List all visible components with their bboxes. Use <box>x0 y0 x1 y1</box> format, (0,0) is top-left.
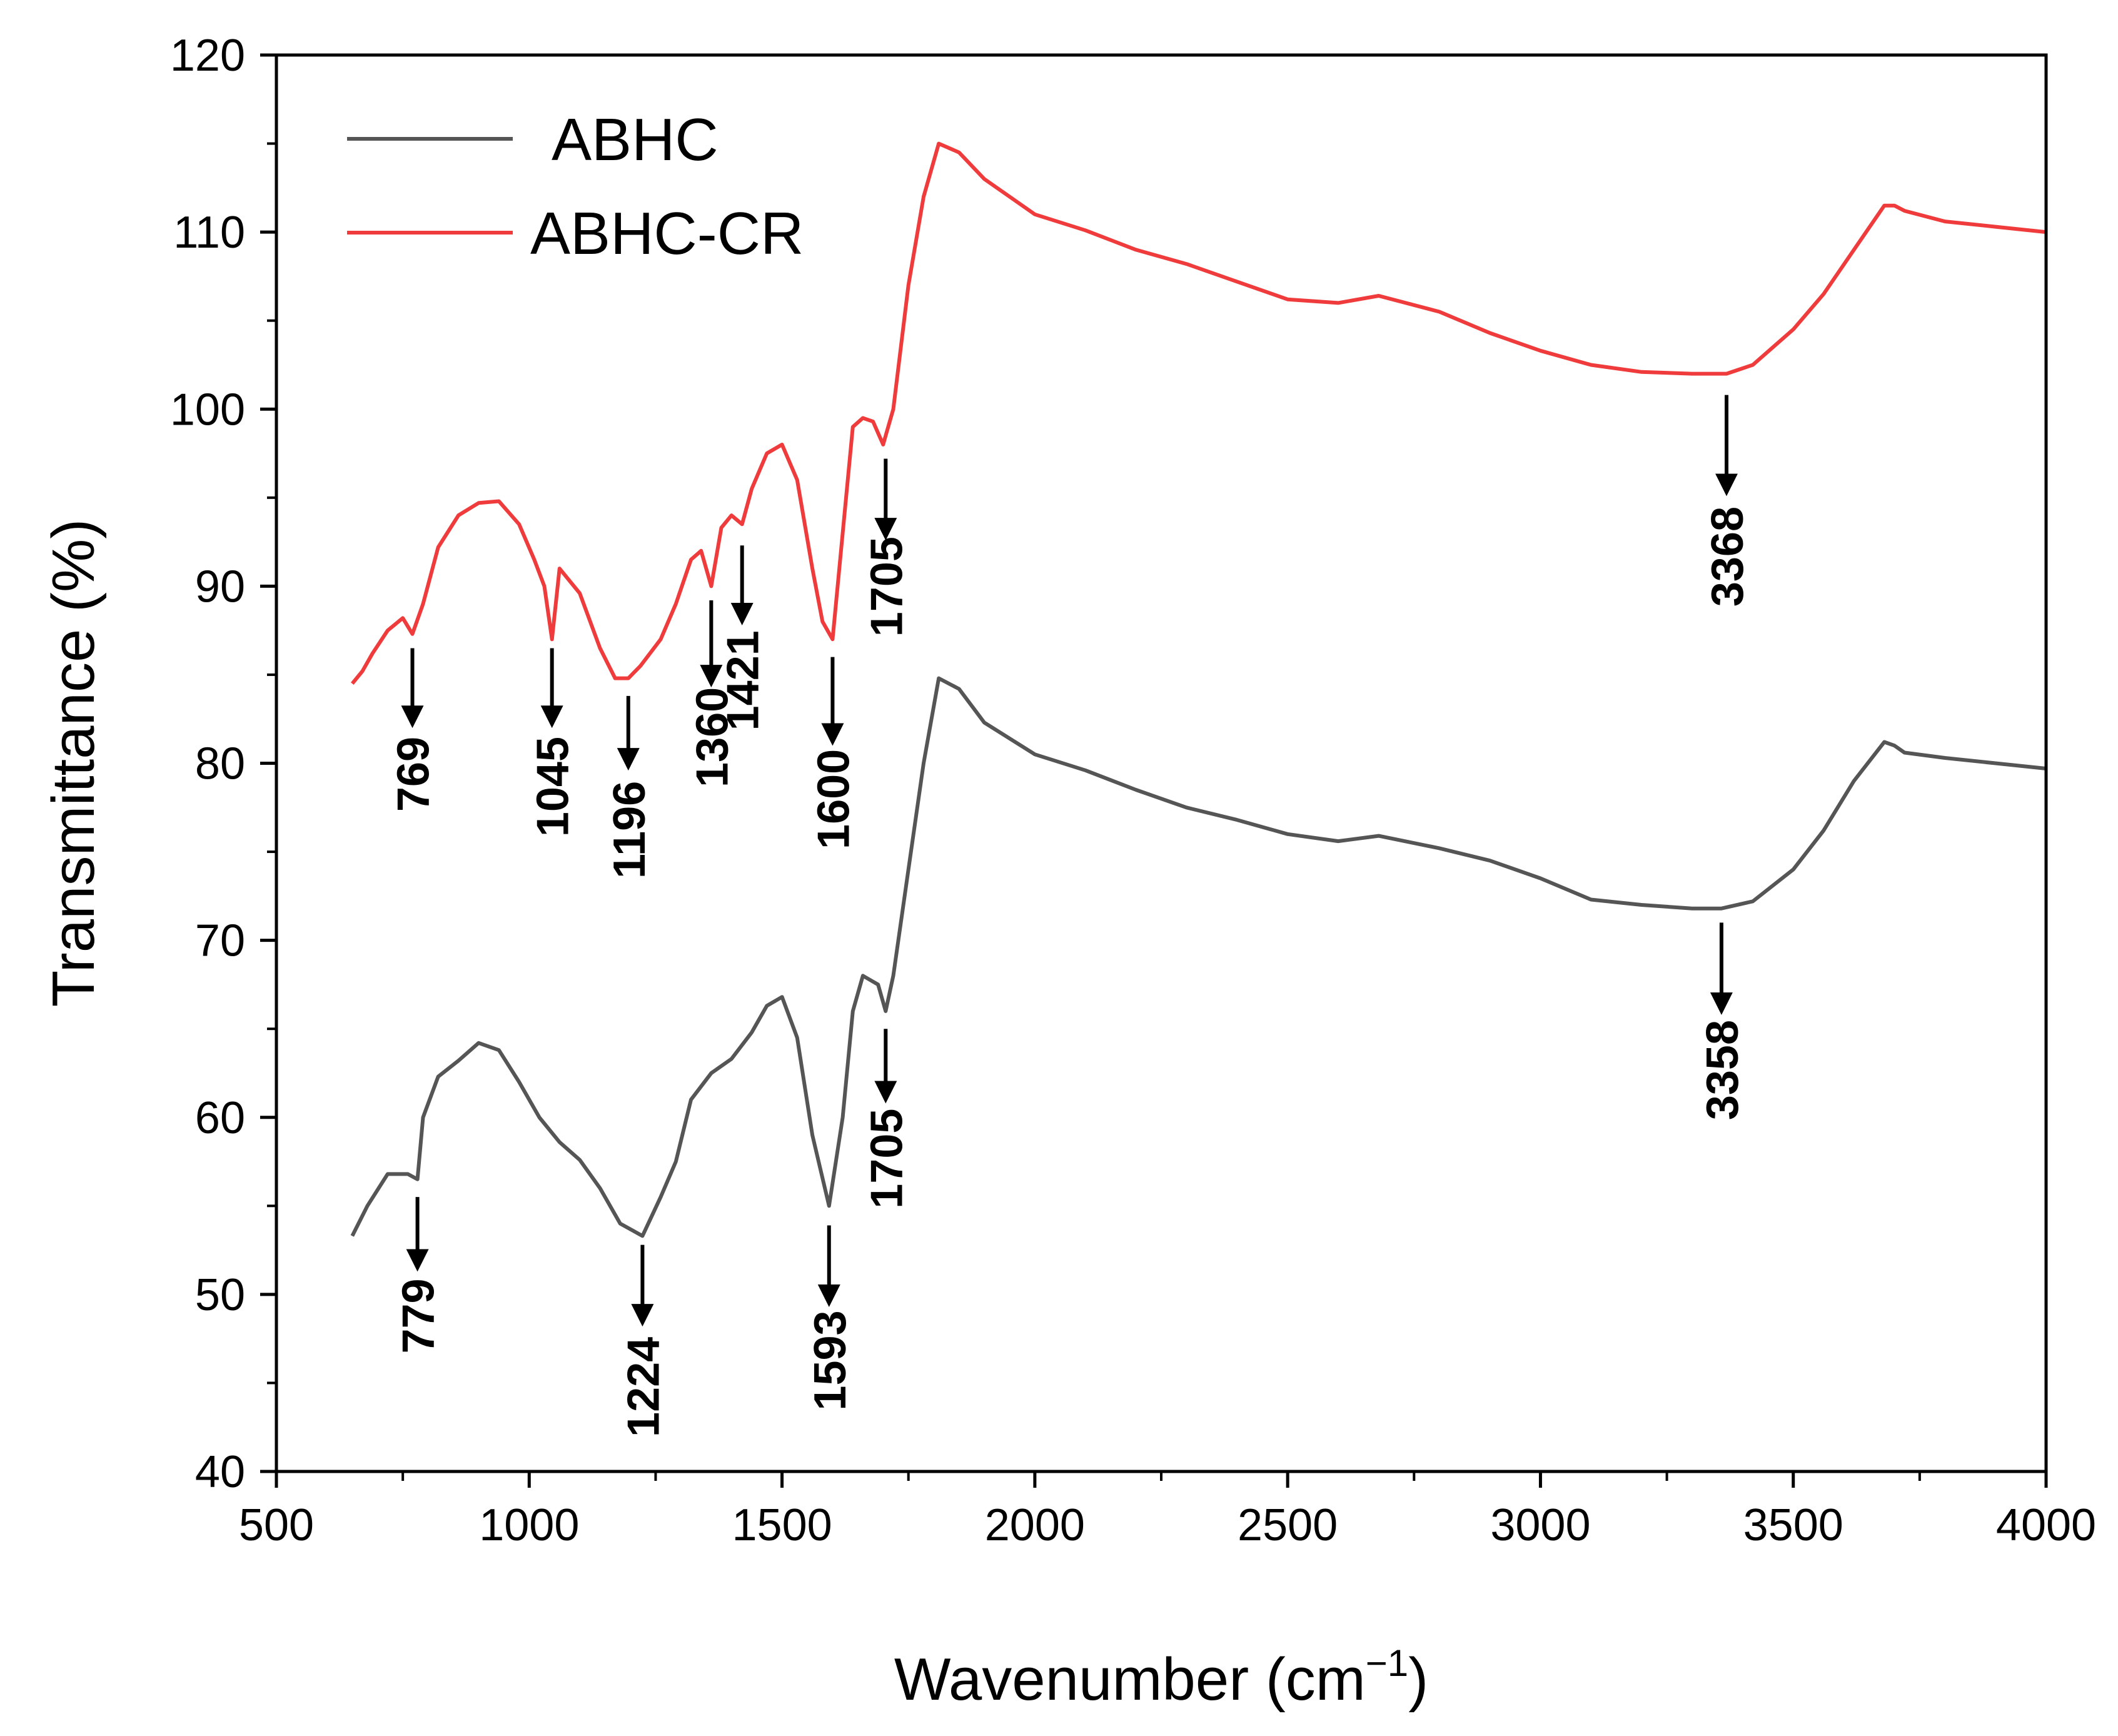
x-axis-title-main: Wavenumber (cm <box>894 1646 1366 1713</box>
peak-label: 1421 <box>719 630 769 730</box>
series-line-abhc <box>350 676 2047 1238</box>
x-tick-label: 4000 <box>1996 1500 2096 1550</box>
peak-label: 1224 <box>618 1337 668 1437</box>
peak-label: 779 <box>394 1278 444 1353</box>
series-layer <box>350 141 2047 1238</box>
x-tick-label: 3000 <box>1490 1500 1590 1550</box>
peak-label: 1705 <box>862 537 912 637</box>
x-tick-label: 1500 <box>732 1500 832 1550</box>
peak-label: 1045 <box>528 737 578 837</box>
peak-label: 1705 <box>862 1109 912 1209</box>
x-tick-label: 1000 <box>479 1500 579 1550</box>
legend-label: ABHC <box>552 106 719 173</box>
legend: ABHC ABHC-CR <box>347 106 804 267</box>
y-tick-label: 80 <box>195 739 245 789</box>
peak-label: 1600 <box>809 749 859 849</box>
series-line-abhc-cr <box>350 141 2047 685</box>
y-tick-label: 70 <box>195 916 245 966</box>
peak-label: 769 <box>389 737 439 812</box>
x-axis-title-sup: −1 <box>1366 1642 1408 1684</box>
x-tick-label: 500 <box>239 1500 314 1550</box>
x-tick-label: 3500 <box>1743 1500 1843 1550</box>
x-tick-label: 2500 <box>1238 1500 1338 1550</box>
peak-label: 1196 <box>605 781 655 879</box>
x-tick-label: 2000 <box>985 1500 1085 1550</box>
legend-label: ABHC-CR <box>530 200 804 267</box>
y-tick-label: 110 <box>173 208 245 258</box>
peak-label: 3368 <box>1703 507 1753 607</box>
x-axis-title-close: ) <box>1408 1646 1428 1713</box>
y-tick-label: 50 <box>195 1270 245 1320</box>
y-tick-label: 60 <box>195 1093 245 1143</box>
peak-label: 1360 <box>687 687 737 787</box>
y-tick-label: 100 <box>170 385 245 435</box>
y-tick-label: 90 <box>195 562 245 612</box>
peak-label: 3358 <box>1698 1020 1748 1120</box>
peak-label: 1593 <box>805 1310 855 1410</box>
plot-frame <box>275 53 2048 1473</box>
y-axis-title: Transmittance (%) <box>40 519 107 1007</box>
y-tick-label: 120 <box>170 31 245 81</box>
x-axis-title: Wavenumber (cm−1) <box>894 1642 1428 1713</box>
y-tick-label: 40 <box>195 1447 245 1497</box>
axis-ticks: 500 1000 1500 2000 2500 3000 3500 4000 40 50 60 70 8… <box>170 31 2096 1550</box>
